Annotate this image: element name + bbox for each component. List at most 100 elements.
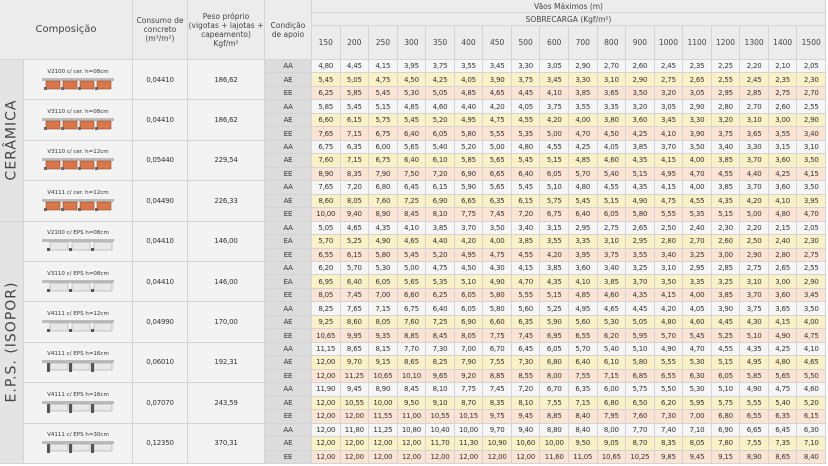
span-value: 4,25: [768, 342, 798, 357]
span-value: 3,60: [768, 181, 798, 195]
span-value: 5,20: [797, 396, 826, 411]
span-value: 8,90: [312, 167, 341, 182]
span-value: 3,60: [569, 262, 598, 276]
span-value: 3,85: [711, 154, 741, 168]
span-value: 4,70: [797, 208, 826, 222]
span-value: 2,80: [711, 100, 741, 114]
span-value: 9,40: [511, 423, 541, 438]
span-value: 6,70: [483, 342, 512, 357]
span-value: 12,00: [483, 450, 512, 464]
load-header: 1400: [768, 26, 798, 60]
load-header: 300: [397, 26, 427, 60]
span-value: 5,15: [711, 208, 741, 222]
span-value: 4,25: [426, 73, 455, 87]
span-value: 5,00: [483, 140, 512, 155]
peso: 226,33: [188, 181, 265, 222]
span-value: 4,20: [740, 194, 769, 209]
span-value: 3,85: [597, 275, 627, 289]
support-condition: AA: [265, 140, 312, 155]
span-value: 5,00: [540, 127, 569, 141]
span-value: 7,20: [511, 383, 541, 397]
span-value: 3,75: [597, 248, 627, 262]
span-value: 5,70: [312, 235, 341, 249]
span-value: 4,30: [740, 315, 769, 330]
span-value: 4,75: [483, 113, 512, 128]
span-value: 5,05: [426, 86, 455, 101]
span-value: 6,65: [740, 423, 769, 438]
span-value: 5,65: [483, 181, 512, 195]
span-value: 5,05: [340, 73, 370, 87]
span-value: 2,20: [740, 60, 769, 74]
span-value: 6,50: [626, 396, 655, 411]
span-value: 2,75: [654, 73, 684, 87]
span-value: 8,05: [312, 288, 341, 303]
span-value: 7,90: [369, 167, 398, 182]
span-value: 5,10: [740, 329, 769, 343]
span-value: 4,20: [540, 248, 569, 262]
span-value: 7,00: [369, 288, 398, 303]
load-header: 1200: [711, 26, 741, 60]
span-value: 3,50: [797, 302, 826, 316]
span-value: 11,90: [312, 383, 341, 397]
span-value: 6,55: [654, 369, 684, 384]
span-value: 6,15: [511, 194, 541, 209]
span-value: 6,80: [369, 181, 398, 195]
span-value: 2,70: [597, 60, 627, 74]
span-value: 2,90: [683, 100, 712, 114]
span-value: 3,65: [597, 86, 627, 101]
span-value: 8,40: [569, 423, 598, 438]
span-value: 5,40: [768, 396, 798, 411]
span-value: 4,45: [626, 302, 655, 316]
span-value: 3,85: [426, 221, 455, 236]
header-sobrecarga: SOBRECARGA (Kgf/m²): [312, 13, 826, 26]
span-value: 3,40: [711, 140, 741, 155]
span-value: 2,45: [740, 73, 769, 87]
span-value: 6,80: [540, 356, 569, 370]
span-value: 3,50: [626, 86, 655, 101]
span-value: 5,90: [540, 315, 569, 330]
span-value: 12,00: [312, 423, 341, 438]
span-value: 6,30: [683, 369, 712, 384]
span-value: 3,20: [711, 113, 741, 128]
span-value: 6,95: [312, 275, 341, 289]
span-value: 9,70: [340, 356, 370, 370]
span-value: 3,55: [540, 235, 569, 249]
span-value: 4,80: [312, 60, 341, 74]
span-value: 4,15: [654, 288, 684, 303]
span-value: 4,35: [626, 154, 655, 168]
span-value: 3,50: [683, 140, 712, 155]
span-value: 5,85: [740, 369, 769, 384]
span-value: 3,75: [711, 127, 741, 141]
span-value: 7,75: [454, 208, 484, 222]
span-value: 9,95: [340, 329, 370, 343]
span-value: 7,15: [369, 302, 398, 316]
span-value: 4,90: [768, 329, 798, 343]
span-value: 4,75: [797, 329, 826, 343]
span-value: 3,70: [740, 181, 769, 195]
span-value: 6,25: [426, 288, 455, 303]
span-value: 4,90: [626, 194, 655, 209]
span-value: 10,10: [397, 369, 427, 384]
span-value: 3,70: [626, 275, 655, 289]
span-value: 5,50: [797, 369, 826, 384]
span-value: 7,90: [454, 356, 484, 370]
span-value: 6,95: [540, 329, 569, 343]
span-value: 6,35: [483, 194, 512, 209]
span-value: 2,80: [654, 235, 684, 249]
header-vaos: Vãos Máximos (m): [312, 0, 826, 13]
span-value: 6,10: [597, 356, 627, 370]
span-value: 7,95: [597, 410, 627, 424]
span-value: 3,30: [683, 113, 712, 128]
span-value: 3,50: [483, 221, 512, 236]
span-value: 4,35: [369, 221, 398, 236]
support-condition: AA: [265, 181, 312, 195]
span-value: 10,65: [597, 450, 627, 464]
span-value: 4,60: [597, 288, 627, 303]
span-value: 6,75: [397, 302, 427, 316]
span-value: 5,85: [454, 154, 484, 168]
composition: V4111 c/ cer. h=12cm: [24, 181, 133, 222]
span-value: 4,80: [569, 181, 598, 195]
span-value: 7,75: [454, 383, 484, 397]
peso: 229,54: [188, 140, 265, 182]
span-value: 3,15: [768, 140, 798, 155]
